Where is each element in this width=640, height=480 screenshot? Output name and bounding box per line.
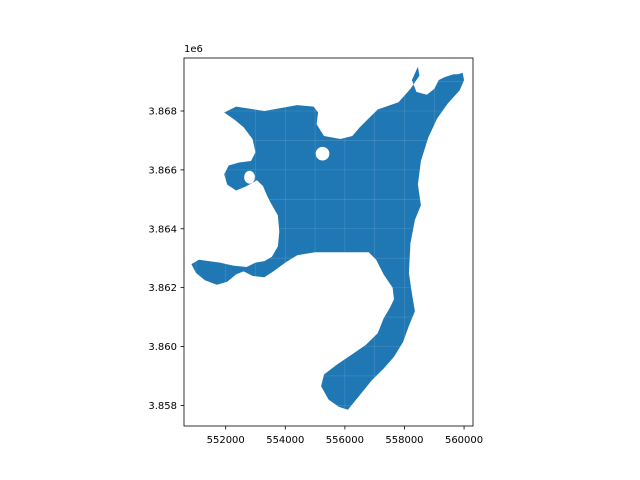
x-tick-label: 556000 bbox=[326, 435, 364, 446]
y-tick-label: 3.860 bbox=[148, 342, 177, 353]
x-axis: 552000 554000 556000 558000 560000 bbox=[207, 426, 483, 446]
x-tick-label: 554000 bbox=[266, 435, 304, 446]
region-polygon bbox=[191, 66, 465, 410]
y-tick-label: 3.866 bbox=[148, 165, 177, 176]
x-tick-label: 560000 bbox=[445, 435, 483, 446]
y-tick-label: 3.864 bbox=[148, 224, 177, 235]
y-tick-label: 3.858 bbox=[148, 401, 177, 412]
x-tick-label: 552000 bbox=[207, 435, 245, 446]
y-tick-label: 3.868 bbox=[148, 106, 177, 117]
x-tick-label: 558000 bbox=[385, 435, 423, 446]
y-axis: 3.858 3.860 3.862 3.864 3.866 3.868 bbox=[148, 106, 184, 412]
y-tick-label: 3.862 bbox=[148, 283, 177, 294]
axes-frame bbox=[183, 57, 474, 427]
y-offset-label: 1e6 bbox=[184, 44, 203, 55]
